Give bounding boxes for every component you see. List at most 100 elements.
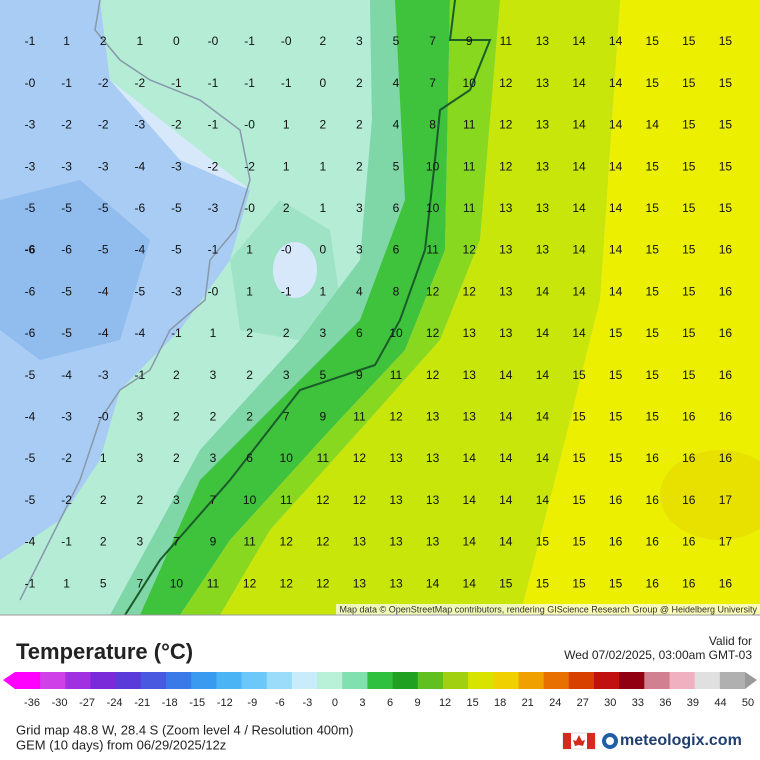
grid-value: 1 (319, 159, 326, 173)
grid-value: 14 (609, 243, 623, 257)
grid-value: 9 (356, 368, 363, 382)
scale-label: -9 (247, 697, 257, 709)
grid-value: -4 (134, 326, 145, 340)
scale-swatch (442, 672, 469, 689)
grid-value: 11 (463, 159, 476, 173)
grid-value: -6 (134, 201, 145, 215)
flag (562, 732, 596, 750)
grid-value: 10 (463, 76, 477, 90)
grid-value: 2 (246, 409, 253, 423)
grid-value: -3 (208, 201, 219, 215)
grid-value: 13 (536, 201, 550, 215)
grid-value: 5 (393, 34, 400, 48)
grid-value: 15 (682, 243, 696, 257)
grid-value: 15 (682, 76, 696, 90)
grid-value: 3 (136, 535, 143, 549)
grid-value: 16 (719, 576, 733, 590)
grid-value: -2 (208, 159, 219, 173)
grid-value: 3 (356, 201, 363, 215)
grid-value: 3 (136, 451, 143, 465)
grid-value: 14 (536, 368, 550, 382)
grid-value: 16 (719, 409, 733, 423)
grid-value: 12 (499, 118, 513, 132)
grid-value: 15 (572, 368, 586, 382)
grid-value: -5 (171, 243, 182, 257)
grid-value: 15 (646, 409, 660, 423)
grid-value: 12 (280, 535, 294, 549)
grid-value: 16 (646, 493, 660, 507)
grid-value: 16 (682, 451, 696, 465)
grid-value: 13 (353, 535, 367, 549)
grid-value: 2 (173, 451, 180, 465)
grid-value: 12 (499, 159, 513, 173)
grid-value: 13 (536, 34, 550, 48)
scale-swatch (543, 672, 570, 689)
grid-value: 1 (210, 326, 217, 340)
grid-value: 1 (319, 201, 326, 215)
grid-value: -2 (61, 118, 72, 132)
scale-swatch (40, 672, 66, 689)
color-scale: -36 -30 -27 -24 -21 -18 -15 -12 -9 -6 -3 0 3 6 9 12 15 18… (3, 672, 757, 709)
grid-value: 14 (499, 493, 513, 507)
grid-value: 16 (646, 535, 660, 549)
grid-value: -1 (244, 76, 255, 90)
grid-value: -2 (61, 493, 72, 507)
grid-value: -5 (61, 326, 72, 340)
grid-value: -1 (25, 576, 36, 590)
grid-value: -4 (25, 535, 36, 549)
grid-value: -1 (61, 535, 72, 549)
grid-value: -1 (208, 118, 219, 132)
grid-value: 0 (173, 34, 180, 48)
scale-swatch (694, 672, 721, 689)
grid-value: 7 (429, 76, 436, 90)
scale-label: -24 (107, 697, 123, 709)
grid-value: 12 (353, 451, 367, 465)
grid-value: 13 (353, 576, 367, 590)
scale-swatch (719, 672, 746, 689)
grid-value: 15 (646, 243, 660, 257)
grid-value: 11 (353, 409, 366, 423)
grid-value: -1 (134, 368, 145, 382)
grid-value: -6 (61, 243, 72, 257)
scale-label: 44 (714, 697, 726, 709)
grid-value: 2 (136, 493, 143, 507)
grid-value: 7 (283, 409, 290, 423)
grid-value: 12 (389, 409, 403, 423)
scale-label: -30 (52, 697, 68, 709)
grid-value: 15 (609, 451, 623, 465)
grid-value: 14 (536, 451, 550, 465)
scale-swatch (468, 672, 494, 689)
grid-value: 15 (719, 76, 733, 90)
grid-value: 12 (463, 284, 477, 298)
scale-label: 6 (387, 697, 393, 709)
grid-value: 15 (682, 368, 696, 382)
grid-value: 5 (100, 576, 107, 590)
scale-swatch (65, 672, 92, 689)
grid-value: 11 (500, 34, 513, 48)
grid-value: 16 (719, 326, 733, 340)
grid-value: 2 (173, 368, 180, 382)
grid-value: 13 (426, 535, 440, 549)
grid-value: -4 (134, 159, 145, 173)
grid-value: 16 (719, 284, 733, 298)
grid-value: 2 (283, 326, 290, 340)
scale-swatch (644, 672, 670, 689)
grid-value: -0 (208, 34, 219, 48)
scale-swatch (317, 672, 343, 689)
grid-value: 3 (319, 326, 326, 340)
grid-value: 14 (536, 284, 550, 298)
grid-value: 3 (356, 243, 363, 257)
grid-value: 12 (316, 535, 330, 549)
scale-label: 0 (332, 697, 338, 709)
scale-swatch (619, 672, 645, 689)
grid-value: -3 (25, 118, 36, 132)
scale-swatch (140, 672, 167, 689)
grid-value: 3 (210, 451, 217, 465)
grid-value: 15 (682, 284, 696, 298)
grid-value: 6 (393, 243, 400, 257)
grid-value: -4 (61, 368, 72, 382)
grid-value: 9 (319, 409, 326, 423)
grid-value: -2 (61, 451, 72, 465)
grid-value: 16 (682, 493, 696, 507)
